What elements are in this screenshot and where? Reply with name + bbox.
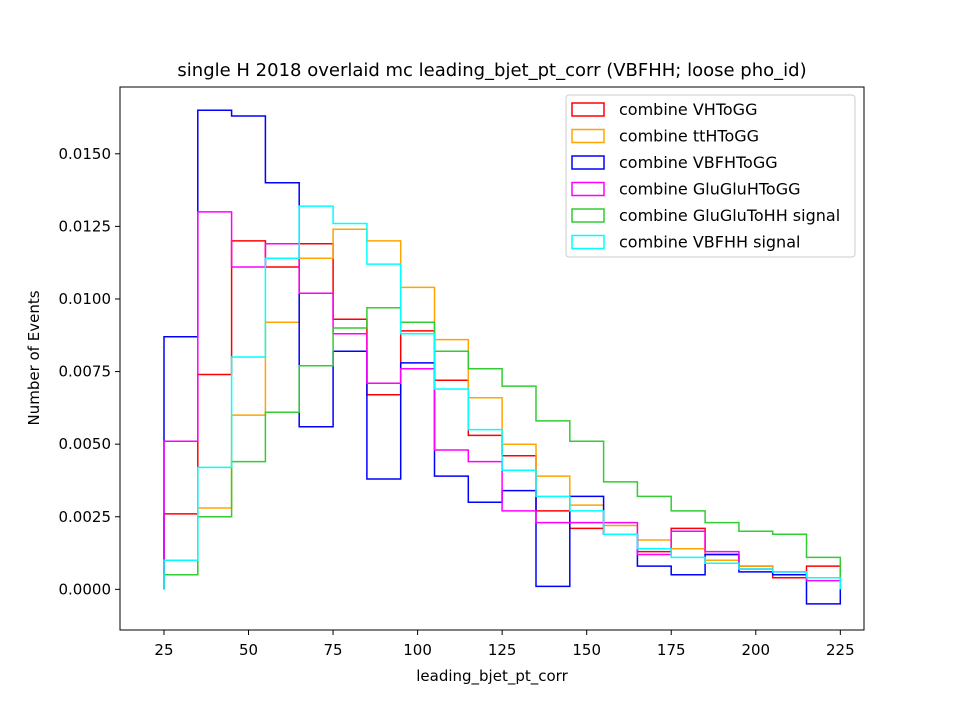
y-tick-label: 0.0075 bbox=[59, 363, 112, 381]
legend-label: combine ttHToGG bbox=[619, 127, 759, 146]
legend-label: combine VHToGG bbox=[619, 100, 757, 119]
y-tick-label: 0.0050 bbox=[59, 435, 112, 453]
y-axis-label: Number of Events bbox=[25, 290, 43, 425]
y-tick-label: 0.0125 bbox=[59, 217, 112, 235]
legend-label: combine VBFHToGG bbox=[619, 153, 778, 172]
series-4-histogram bbox=[163, 306, 842, 590]
plot-frame bbox=[119, 86, 865, 631]
legend-swatch bbox=[571, 208, 605, 223]
x-axis: 25 50 75 100 125 150 175 200 225 bbox=[154, 630, 855, 659]
y-tick-label: 0.0025 bbox=[59, 508, 112, 526]
x-tick-label: 100 bbox=[403, 641, 432, 659]
x-tick-label: 175 bbox=[657, 641, 686, 659]
x-tick-label: 50 bbox=[239, 641, 258, 659]
legend-swatch bbox=[571, 181, 605, 197]
y-tick-label: 0.0150 bbox=[59, 145, 112, 163]
y-axis: 0.0000 0.0025 0.0050 0.0075 0.0100 0.0125 0.01… bbox=[59, 145, 120, 598]
x-tick-label: 25 bbox=[154, 641, 173, 659]
legend-label: combine GluGluHToGG bbox=[619, 180, 800, 199]
y-tick-label: 0.0000 bbox=[59, 580, 112, 598]
legend-box bbox=[565, 94, 856, 258]
series-5-histogram bbox=[163, 205, 842, 590]
x-tick-label: 200 bbox=[741, 641, 770, 659]
legend-swatch bbox=[571, 102, 605, 117]
legend-label: combine VBFHH signal bbox=[619, 233, 800, 252]
x-axis-label: leading_bjet_pt_corr bbox=[416, 667, 568, 686]
series-layer bbox=[163, 109, 842, 605]
y-tick-label: 0.0100 bbox=[59, 290, 112, 308]
x-tick-label: 225 bbox=[826, 641, 855, 659]
legend: combine VHToGG combine ttHToGG combine VBF… bbox=[565, 94, 856, 258]
legend-swatch bbox=[571, 128, 605, 144]
legend-swatch bbox=[571, 234, 605, 250]
x-tick-label: 150 bbox=[572, 641, 601, 659]
legend-swatch bbox=[571, 155, 605, 170]
x-tick-label: 125 bbox=[488, 641, 517, 659]
chart-title: single H 2018 overlaid mc leading_bjet_p… bbox=[177, 60, 806, 81]
series-3-histogram bbox=[163, 211, 842, 590]
x-tick-label: 75 bbox=[324, 641, 343, 659]
legend-label: combine GluGluToHH signal bbox=[619, 206, 840, 225]
